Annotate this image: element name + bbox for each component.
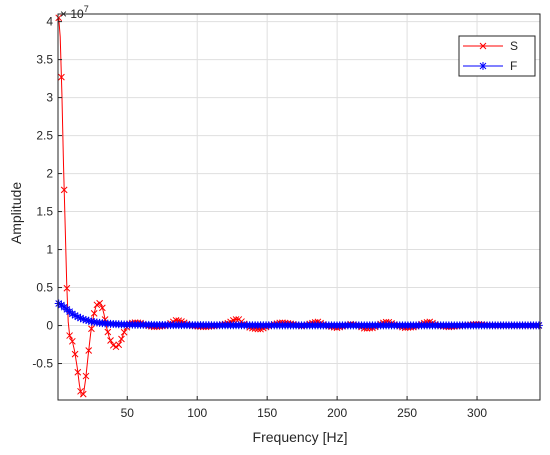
data-point <box>66 332 73 339</box>
data-point <box>68 337 76 345</box>
data-point <box>82 372 90 380</box>
plot-series <box>54 14 543 398</box>
x-axis-label: Frequency [Hz] <box>253 429 348 445</box>
plot-frame <box>57 13 541 401</box>
y-tick-label: 4 <box>46 15 53 29</box>
x-tick-label: 100 <box>187 406 207 420</box>
y-tick-label: 0.5 <box>36 281 53 295</box>
data-point <box>84 316 93 325</box>
x-tick-label: 150 <box>257 406 277 420</box>
data-point <box>63 284 71 292</box>
y-tick-label: -0.5 <box>32 357 53 371</box>
data-point <box>74 368 82 376</box>
data-point <box>104 328 112 336</box>
legend-box <box>458 35 536 77</box>
y-tick-label: 2.5 <box>36 129 53 143</box>
data-point <box>534 321 543 330</box>
y-tick-label: 3 <box>46 91 53 105</box>
data-point <box>115 341 123 349</box>
y-tick-label: 0 <box>46 319 53 333</box>
data-point <box>81 316 90 325</box>
data-point <box>58 73 65 81</box>
data-point <box>118 335 125 343</box>
x-tick-label: 200 <box>327 406 347 420</box>
grid-lines <box>58 14 540 400</box>
data-point <box>96 299 103 307</box>
x-tick-label: 300 <box>467 406 487 420</box>
y-tick-label: 2 <box>46 167 53 181</box>
legend-label-f: F <box>510 59 517 73</box>
axis-ticks: 50 100 150 200 250 300 -0.5 0 0.5 1 1.5 2 2.5 3 3.5 4 <box>32 15 487 420</box>
data-point <box>79 390 87 398</box>
legend-marker-s <box>479 42 487 50</box>
data-point <box>232 316 240 323</box>
data-point <box>88 325 95 333</box>
legend-label-s: S <box>510 39 518 53</box>
exponent-label: × 107 <box>60 4 89 21</box>
data-point <box>60 186 68 194</box>
data-point <box>98 304 106 312</box>
data-point <box>68 309 77 318</box>
data-point <box>90 309 98 317</box>
data-point <box>120 328 128 336</box>
legend: S F <box>458 35 536 77</box>
data-point <box>55 14 63 22</box>
data-point <box>107 337 114 344</box>
data-point <box>79 315 88 324</box>
data-point <box>71 350 79 358</box>
y-axis-label: Amplitude <box>8 182 24 244</box>
x-tick-label: 250 <box>397 406 417 420</box>
y-tick-label: 3.5 <box>36 53 53 67</box>
data-point <box>54 299 63 308</box>
series-f <box>54 299 543 330</box>
data-point <box>73 312 82 321</box>
data-point <box>76 314 85 323</box>
legend-marker-f <box>479 62 487 70</box>
data-point <box>172 316 180 324</box>
y-tick-label: 1 <box>46 243 53 257</box>
y-tick-label: 1.5 <box>36 205 53 219</box>
x-tick-label: 50 <box>121 406 135 420</box>
data-point <box>85 347 93 354</box>
data-point <box>71 311 80 320</box>
